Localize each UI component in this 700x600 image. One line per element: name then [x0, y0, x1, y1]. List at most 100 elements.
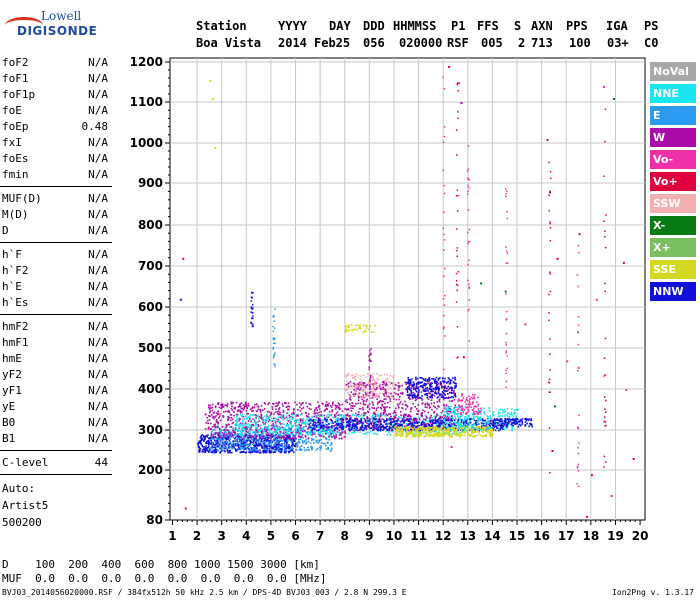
echo-point	[455, 431, 458, 433]
echo-point	[332, 401, 334, 404]
echo-point	[307, 449, 309, 451]
echo-point	[474, 434, 477, 437]
echo-point	[231, 418, 234, 421]
echo-point	[242, 419, 244, 422]
header-label-s: S	[514, 19, 522, 33]
echo-point	[437, 382, 440, 385]
echo-point	[411, 431, 414, 434]
echo-point	[217, 426, 220, 429]
echo-point	[454, 386, 457, 388]
auto-line-3: 500200	[2, 516, 42, 529]
echo-point	[262, 430, 265, 432]
echo-point	[437, 427, 440, 429]
echo-point	[325, 430, 328, 433]
echo-point	[221, 434, 224, 437]
echo-point	[367, 411, 370, 413]
echo-point	[233, 407, 235, 409]
echo-point	[439, 428, 442, 431]
echo-point	[287, 424, 289, 426]
echo-point	[283, 417, 286, 420]
echo-point	[248, 451, 250, 454]
echo-point	[445, 381, 448, 384]
echo-point	[412, 419, 415, 421]
echo-point	[305, 414, 308, 417]
echo-point	[267, 420, 270, 423]
echo-point	[226, 424, 228, 427]
echo-point	[267, 415, 270, 418]
echo-point	[251, 410, 253, 412]
echo-point	[366, 422, 368, 425]
echo-point	[226, 434, 229, 437]
echo-point	[444, 433, 447, 435]
echo-point	[392, 395, 395, 398]
echo-point	[252, 449, 254, 451]
echo-point	[338, 426, 341, 429]
param-label: MUF(D)	[2, 192, 42, 205]
param-row-hme: hmE N/A	[2, 352, 110, 368]
echo-point	[242, 437, 244, 440]
echo-point	[426, 402, 429, 405]
echo-point	[309, 427, 311, 429]
echo-point	[417, 387, 419, 390]
echo-point	[382, 411, 385, 414]
echo-point	[256, 431, 259, 433]
echo-point	[323, 417, 326, 419]
echo-point	[423, 390, 425, 393]
echo-point	[437, 377, 440, 380]
echo-point	[338, 418, 341, 421]
echo-point	[329, 444, 332, 447]
echo-point	[438, 426, 440, 428]
echo-point	[223, 449, 226, 452]
echo-point	[309, 442, 312, 444]
echo-point	[320, 410, 323, 413]
echo-point	[298, 419, 300, 421]
echo-point	[228, 430, 231, 433]
echo-point	[421, 402, 424, 405]
echo-point	[304, 422, 306, 425]
echo-point	[268, 440, 270, 442]
echo-point	[428, 432, 431, 435]
echo-point	[293, 438, 295, 441]
echo-point	[409, 427, 412, 430]
echo-point	[445, 404, 448, 407]
echo-point	[267, 435, 269, 437]
echo-point	[367, 406, 369, 408]
echo-point	[364, 420, 367, 422]
echo-point	[429, 420, 432, 422]
echo-point	[406, 390, 409, 392]
echo-point	[246, 412, 249, 415]
echo-point	[313, 430, 315, 432]
echo-point	[346, 424, 349, 427]
echo-point	[252, 439, 254, 441]
echo-point	[270, 444, 273, 446]
echo-point	[294, 424, 297, 427]
echo-point	[350, 428, 353, 431]
echo-point	[214, 445, 217, 448]
echo-point	[294, 415, 297, 418]
echo-point	[257, 444, 259, 447]
echo-point	[372, 419, 374, 422]
echo-point	[434, 406, 437, 409]
echo-point	[469, 434, 472, 436]
echo-point	[310, 418, 312, 421]
echo-point	[395, 398, 398, 401]
echo-point	[237, 444, 240, 446]
echo-point	[388, 423, 390, 426]
echo-point	[419, 376, 421, 379]
echo-point	[363, 418, 366, 420]
echo-point	[410, 415, 412, 418]
param-row-muf-d-: MUF(D) N/A	[2, 192, 110, 208]
echo-point	[253, 444, 255, 447]
echo-point	[250, 419, 252, 422]
echo-point	[355, 387, 358, 390]
echo-point	[468, 430, 470, 432]
echo-point	[255, 437, 258, 440]
echo-point	[402, 422, 404, 424]
echo-point	[471, 430, 473, 433]
echo-point	[299, 406, 301, 408]
echo-point	[404, 431, 407, 434]
echo-point	[409, 432, 411, 434]
echo-point	[240, 438, 243, 440]
echo-point	[258, 438, 260, 441]
echo-point	[381, 403, 384, 406]
